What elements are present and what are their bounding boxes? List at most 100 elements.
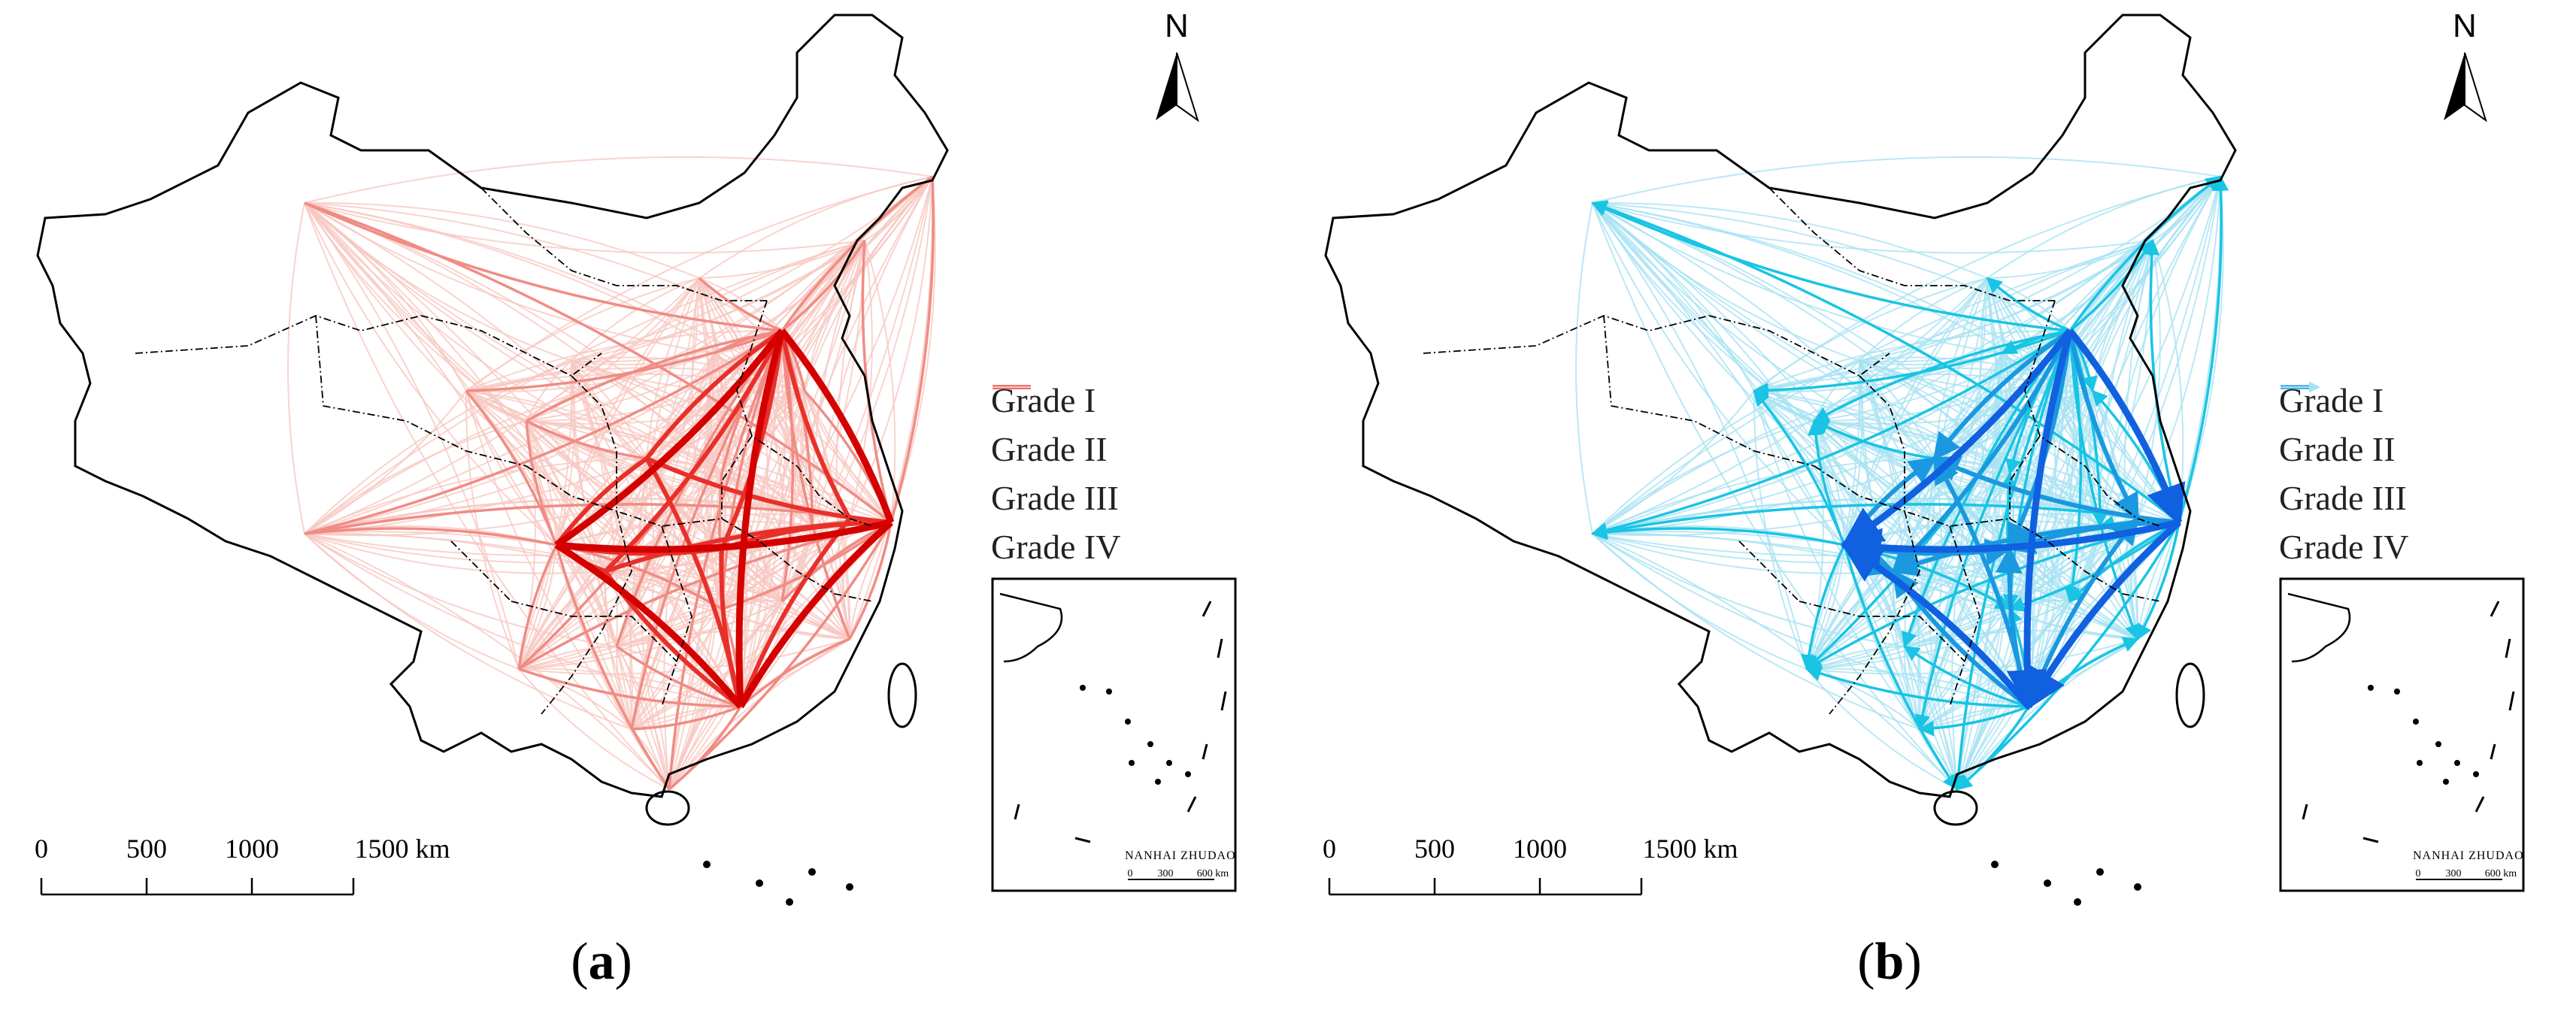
scale-label: 0 [1323, 834, 1336, 864]
legend-label: Grade IV [2279, 528, 2409, 566]
flow-grade-iv [465, 353, 715, 392]
provincial-border [571, 375, 617, 511]
flow-grade-iv [304, 532, 723, 610]
flow-grade-iii [889, 176, 935, 523]
flow-grade-i [554, 328, 785, 548]
flow-grade-iii [1986, 277, 2071, 332]
flow-grade-iii [1590, 329, 2071, 538]
flow-grade-iv [1592, 533, 1920, 730]
inset-dash-line [1014, 804, 1020, 820]
legend-label: Grade III [2279, 479, 2407, 517]
inset-scale-label: 300 [2445, 868, 2462, 879]
flow-grade-iii [1813, 419, 1935, 460]
flow-grade-iv [2178, 176, 2224, 523]
flow-grade-iv [1592, 532, 2011, 610]
flow-grade-iv [1806, 277, 1988, 670]
flow-grade-i [779, 328, 895, 524]
legend-item-grade-4: Grade IV [2279, 382, 2409, 571]
flow-grade-iv [1806, 525, 2101, 670]
scale-label: 500 [126, 834, 167, 864]
flow-grade-iii [739, 637, 850, 708]
panel-caption: (a) [571, 933, 632, 991]
flow-grade-iv [1592, 533, 2011, 564]
inset-dash-line [1186, 796, 1197, 813]
north-arrow-icon [1156, 52, 1199, 123]
flow-grade-iv [1814, 375, 2048, 422]
flow-grade-i [2067, 328, 2186, 527]
flow-grade-iv [1753, 373, 2093, 392]
flow-grade-i [1840, 519, 2181, 569]
inset-scale-label: 300 [1157, 868, 1174, 879]
provincial-border [420, 315, 602, 377]
flow-grade-iv [1806, 668, 1920, 730]
inset-dash-line [1202, 743, 1208, 760]
inset-island [1185, 771, 1191, 777]
flow-grade-i [554, 542, 744, 709]
scale-bar [1328, 878, 1643, 896]
flow-grade-iv [2137, 240, 2161, 519]
flow-grade-iii [304, 201, 783, 332]
flow-grade-i [738, 519, 893, 709]
flow-grade-iv [526, 420, 850, 519]
inset-island [2417, 760, 2423, 766]
inset-dash-line [1202, 601, 1212, 617]
north-arrow-right [2464, 52, 2487, 123]
flow-grade-iv [616, 176, 933, 647]
flow-grade-iv [465, 390, 850, 640]
inset-frame [991, 577, 1237, 892]
flow-map-panel-b: N Grade I Grade II Grade III Grade IV 0 … [1288, 0, 2576, 1017]
taiwan-island [887, 662, 917, 728]
flow-grade-iv [1904, 176, 2221, 647]
hainan-island [645, 790, 690, 826]
flow-grade-iv [518, 668, 670, 790]
legend: Grade I Grade II Grade III Grade IV [2279, 376, 2408, 571]
flow-grade-iii [668, 330, 783, 790]
inset-dash-line [2362, 837, 2379, 843]
flow-grade-iii [1590, 524, 1845, 546]
provincial-border [315, 315, 527, 467]
flow-grade-iii [780, 330, 851, 640]
inset-island [1147, 741, 1153, 747]
flow-grade-iv [304, 202, 805, 392]
provincial-border [661, 525, 692, 707]
flow-grade-iv [1859, 360, 2011, 610]
flow-grade-iv [1592, 533, 1958, 790]
flow-grade-iv [721, 390, 805, 549]
legend-item-grade-2: Grade II [991, 386, 1120, 474]
flow-grade-iv [571, 277, 700, 362]
island-dot [808, 868, 816, 876]
national-border [36, 14, 949, 798]
flow-grade-iv [721, 176, 933, 610]
provincial-border [1603, 315, 1815, 467]
island-dot [2044, 879, 2051, 887]
flow-grade-iv [616, 473, 723, 647]
flow-grade-iv [518, 360, 573, 670]
flow-grade-iii [1917, 705, 2029, 737]
flow-grade-iv [304, 533, 632, 730]
flow-grade-ii [780, 330, 852, 520]
flow-grade-iv [2009, 473, 2101, 527]
flow-grade-iii [2068, 521, 2180, 603]
scale-label: 1500 km [354, 834, 450, 864]
inset-scale-label: 0 [2415, 868, 2421, 879]
flow-grade-iii [1752, 329, 2071, 398]
flow-grade-i [2006, 329, 2074, 711]
flow-grade-iv [526, 375, 760, 422]
south-china-sea-inset [2279, 577, 2525, 892]
flow-grade-iv [1814, 420, 2071, 602]
flow-grade-iv [1592, 202, 1808, 670]
flow-grade-iv [616, 601, 783, 647]
island-dot [2134, 883, 2141, 891]
china-outline [36, 14, 949, 906]
legend-swatch [2281, 382, 2320, 392]
flow-grade-iv [849, 240, 873, 519]
inset-island [2454, 760, 2460, 766]
inset-island [1155, 779, 1161, 785]
flow-grade-iv [518, 608, 723, 670]
flow-grade-ii [2068, 330, 2140, 522]
flow-grade-iii [526, 329, 783, 422]
flow-grade-iii [1813, 329, 2071, 422]
provincial-border [450, 540, 512, 602]
flow-grade-iv [1592, 202, 2093, 392]
inset-dash-line [2508, 691, 2515, 711]
